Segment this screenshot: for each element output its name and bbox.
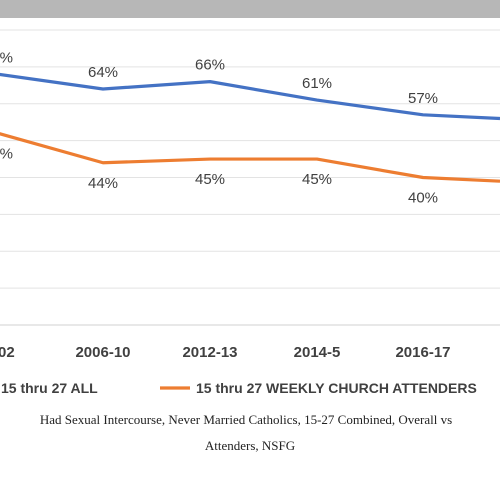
series-lines (0, 72, 500, 183)
x-tick-label: 2002 (0, 344, 15, 361)
data-label: 44% (88, 175, 118, 192)
x-tick-label: 2016-17 (395, 344, 450, 361)
data-label: 64% (88, 64, 118, 81)
gridlines (0, 29, 500, 326)
legend: 15 thru 27 ALL 15 thru 27 WEEKLY CHURCH A… (1, 380, 477, 396)
x-tick-label: 2012-13 (182, 344, 237, 361)
legend-label: 15 thru 27 WEEKLY CHURCH ATTENDERS (196, 380, 477, 396)
chart-caption-line-1: Had Sexual Intercourse, Never Married Ca… (39, 412, 453, 427)
data-label: 57% (408, 90, 438, 107)
x-tick-label: 2006-10 (75, 344, 130, 361)
data-label: 40% (408, 190, 438, 207)
data-label: 66% (195, 57, 225, 74)
legend-label: 15 thru 27 ALL (1, 380, 98, 396)
x-axis: 2002 2006-10 2012-13 2014-5 2016-17 (0, 344, 451, 361)
data-label: 68% (0, 49, 13, 66)
chart-top-border (0, 0, 500, 18)
x-tick-label: 2014-5 (294, 344, 341, 361)
data-label: 61% (302, 75, 332, 92)
data-label: 45% (302, 171, 332, 188)
line-chart: 68% 64% 66% 61% 57% 52% 44% 45% 45% 40% 2002 2006-… (0, 29, 500, 396)
chart-caption-line-2: Attenders, NSFG (204, 438, 296, 453)
series-line-2 (0, 132, 500, 183)
series-line-1 (0, 72, 500, 121)
data-label: 45% (195, 171, 225, 188)
data-labels: 68% 64% 66% 61% 57% 52% 44% 45% 45% 40% (0, 49, 438, 206)
data-label: 52% (0, 145, 13, 162)
